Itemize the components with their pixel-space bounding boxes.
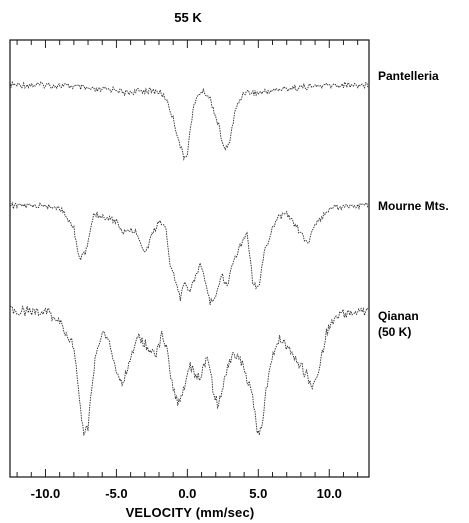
- bottom-minor-ticks: [16, 469, 359, 477]
- series-label: Qianan: [378, 309, 419, 323]
- series-1: [9, 201, 369, 305]
- series-line: [9, 80, 369, 161]
- x-tick-labels: -10.0 -5.0 0.0 5.0 10.0: [31, 486, 342, 501]
- chart-title: 55 K: [174, 10, 202, 25]
- series-label: (50 K): [378, 325, 411, 339]
- series-0: [9, 80, 369, 161]
- x-tick-label: -5.0: [105, 486, 127, 501]
- series-2: [9, 305, 369, 437]
- series-labels: Pantelleria Mourne Mts. Qianan (50 K): [378, 69, 449, 339]
- top-minor-ticks: [16, 40, 359, 48]
- series-layer: [9, 80, 369, 437]
- x-tick-label: 5.0: [249, 486, 267, 501]
- x-tick-label: 10.0: [317, 486, 342, 501]
- x-axis-label: VELOCITY (mm/sec): [126, 505, 255, 520]
- x-tick-label: 0.0: [178, 486, 196, 501]
- series-label: Pantelleria: [378, 69, 439, 83]
- series-line: [9, 201, 369, 305]
- series-label: Mourne Mts.: [378, 199, 449, 213]
- plot-frame: [9, 39, 370, 478]
- series-line: [9, 305, 369, 437]
- x-tick-label: -10.0: [31, 486, 61, 501]
